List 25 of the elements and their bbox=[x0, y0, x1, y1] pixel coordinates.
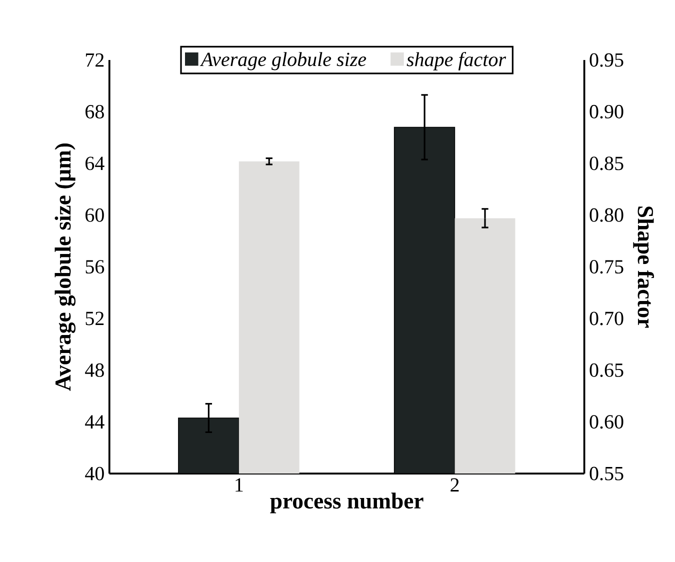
x-tick-label: 1 bbox=[236, 478, 243, 492]
y2-tick-label: 0.75 bbox=[590, 260, 624, 274]
legend-label: shape factor bbox=[406, 52, 506, 71]
x-axis-title: process number bbox=[270, 492, 424, 514]
y2-tick-label: 0.95 bbox=[590, 53, 624, 68]
y2-tick-label: 0.85 bbox=[590, 156, 624, 170]
y-axis-title: Average globule size (μm) bbox=[54, 144, 76, 392]
y-tick-label: 44 bbox=[85, 415, 104, 429]
x-tick-label: 2 bbox=[450, 478, 459, 492]
y-tick-label: 48 bbox=[85, 364, 104, 378]
y-tick-label: 56 bbox=[86, 260, 104, 274]
y2-tick-label: 0.55 bbox=[590, 466, 624, 481]
y2-tick-label: 0.60 bbox=[590, 415, 624, 429]
y-tick-label: 40 bbox=[85, 467, 104, 480]
y2-axis-title: Shape factor bbox=[633, 206, 654, 328]
y2-tick-label: 0.65 bbox=[590, 364, 624, 378]
y-tick-label: 60 bbox=[86, 208, 104, 222]
y-tick-label: 72 bbox=[86, 54, 104, 67]
y2-tick-label: 0.80 bbox=[590, 208, 624, 222]
legend-label: Average globule size bbox=[200, 52, 366, 70]
y-tick-label: 52 bbox=[86, 312, 104, 326]
y-tick-label: 64 bbox=[86, 156, 104, 170]
y2-tick-label: 0.70 bbox=[590, 312, 624, 326]
y2-tick-label: 0.90 bbox=[590, 105, 624, 119]
y-tick-label: 68 bbox=[86, 105, 104, 119]
